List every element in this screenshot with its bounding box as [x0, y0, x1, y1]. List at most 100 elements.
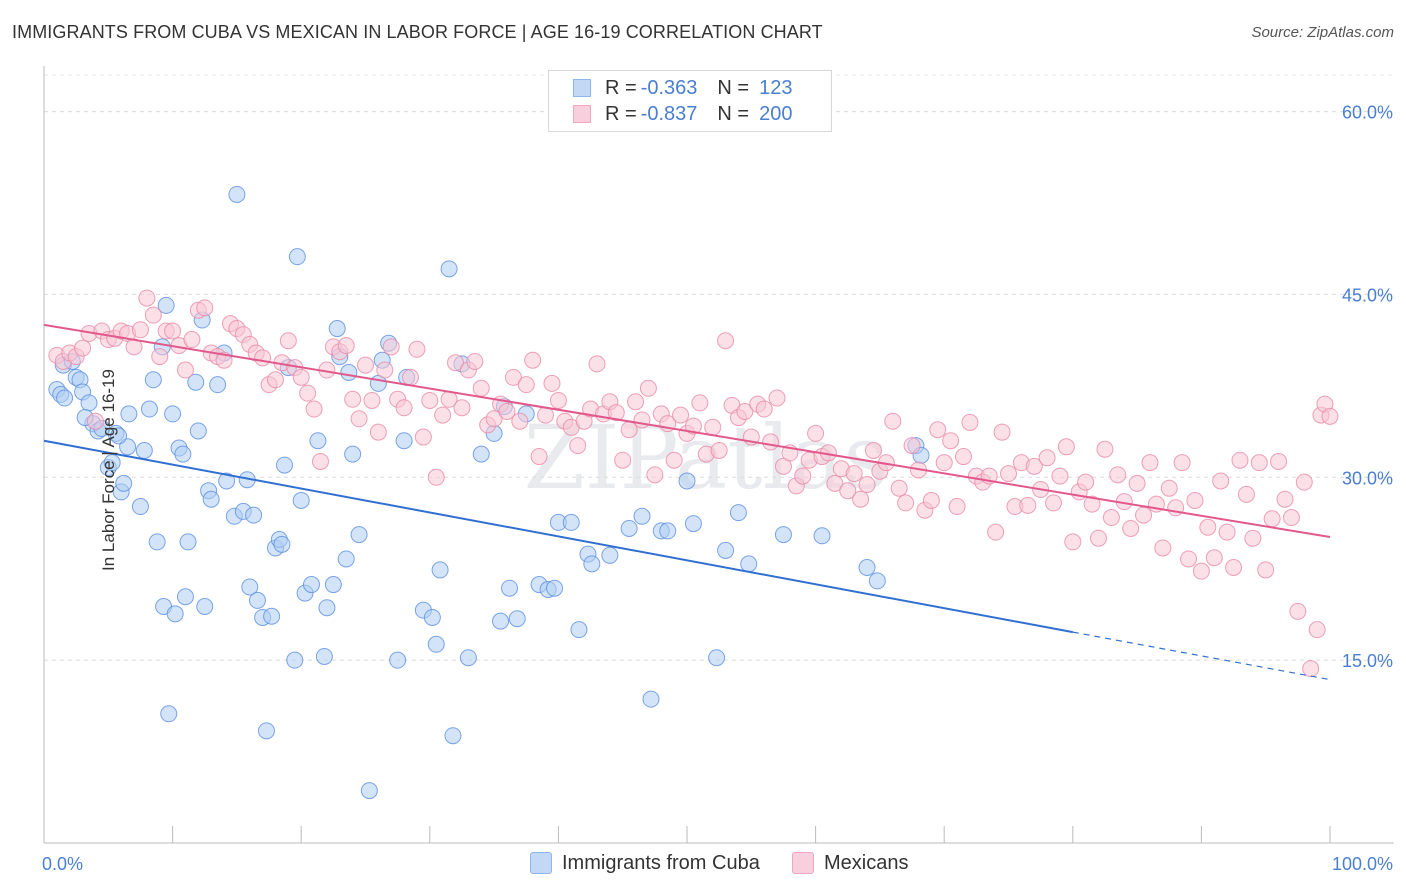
bottom-legend-mexicans: Mexicans	[792, 850, 908, 876]
trend-line	[43, 323, 1331, 539]
data-point	[1308, 621, 1326, 639]
data-point	[858, 558, 876, 576]
data-point	[845, 465, 863, 483]
data-point	[241, 578, 259, 596]
data-point	[275, 456, 293, 474]
y-tick-label: 30.0%	[1342, 468, 1393, 488]
data-point	[717, 541, 735, 559]
data-point	[135, 441, 153, 459]
data-point	[164, 322, 182, 340]
data-point	[570, 621, 588, 639]
data-point	[1173, 454, 1191, 472]
data-point	[646, 466, 664, 484]
data-point	[868, 572, 886, 590]
data-point	[140, 400, 158, 418]
data-point	[1276, 490, 1294, 508]
data-point	[1218, 523, 1236, 541]
data-point	[56, 389, 74, 407]
data-point	[708, 649, 726, 667]
series-cuba-points	[48, 185, 930, 800]
data-point	[196, 598, 214, 616]
data-point	[1057, 438, 1075, 456]
data-point	[704, 418, 722, 436]
data-point	[1141, 454, 1159, 472]
data-point	[328, 320, 346, 338]
data-point	[337, 550, 355, 568]
data-point	[103, 454, 121, 472]
data-point	[292, 491, 310, 509]
data-point	[954, 448, 972, 466]
data-point	[119, 438, 137, 456]
data-point	[1186, 491, 1204, 509]
data-point	[164, 405, 182, 423]
data-point	[434, 406, 452, 424]
data-point	[318, 599, 336, 617]
data-point	[929, 421, 947, 439]
data-point	[1154, 539, 1172, 557]
data-point	[1180, 550, 1198, 568]
data-point	[350, 526, 368, 544]
y-tick-label: 15.0%	[1342, 651, 1393, 671]
data-point	[344, 445, 362, 463]
legend-row-cuba: R = -0.363 N = 123	[573, 76, 792, 100]
data-point	[691, 394, 709, 412]
data-point	[633, 411, 651, 429]
data-point	[601, 546, 619, 564]
y-tick-labels: 15.0% 30.0% 45.0% 60.0%	[1342, 103, 1393, 672]
data-point	[614, 451, 632, 469]
data-point	[115, 474, 133, 492]
data-point	[174, 445, 192, 463]
legend-n-value: 200	[759, 102, 793, 125]
data-point	[562, 513, 580, 531]
data-point	[357, 356, 374, 374]
data-point	[583, 555, 601, 573]
data-point	[1231, 451, 1249, 469]
data-point	[218, 472, 236, 490]
data-point	[1302, 660, 1320, 678]
data-point	[549, 391, 567, 409]
data-point	[360, 782, 378, 800]
data-point	[511, 412, 529, 430]
data-point	[897, 494, 915, 512]
data-point	[1135, 506, 1153, 524]
data-point	[504, 368, 522, 386]
data-point	[350, 410, 368, 428]
data-point	[254, 349, 272, 367]
data-point	[1051, 467, 1069, 485]
trend-line	[43, 439, 1073, 634]
data-point	[774, 526, 792, 544]
data-point	[110, 427, 128, 445]
data-point	[826, 474, 844, 492]
data-point	[228, 185, 246, 203]
series-mexicans-points	[48, 289, 1339, 678]
data-point	[414, 428, 432, 446]
data-point	[903, 437, 921, 455]
data-point	[302, 576, 320, 594]
data-point	[1289, 602, 1307, 620]
data-point	[369, 423, 387, 441]
data-point	[684, 417, 702, 435]
data-point	[144, 371, 162, 389]
bottom-legend-label-mexicans: Mexicans	[824, 851, 909, 874]
x-tick-labels: 0.0% 100.0%	[42, 854, 1393, 874]
data-point	[961, 413, 979, 431]
data-point	[1237, 485, 1255, 503]
grid-lines	[44, 74, 1394, 661]
legend-r-label: R =	[605, 76, 637, 99]
data-point	[717, 332, 735, 350]
data-point	[762, 433, 780, 451]
data-point	[633, 507, 651, 525]
data-point	[1038, 449, 1056, 467]
data-point	[160, 705, 178, 723]
data-point	[546, 579, 564, 597]
correlation-legend: R = -0.363 N = 123 R = -0.837 N = 200	[548, 70, 832, 132]
legend-n-label: N =	[717, 76, 750, 99]
data-point	[794, 467, 812, 485]
data-point	[382, 338, 400, 356]
data-point	[620, 519, 638, 537]
data-point	[987, 523, 1005, 541]
data-point	[492, 612, 510, 630]
data-point	[1000, 465, 1017, 483]
data-point	[148, 533, 166, 551]
